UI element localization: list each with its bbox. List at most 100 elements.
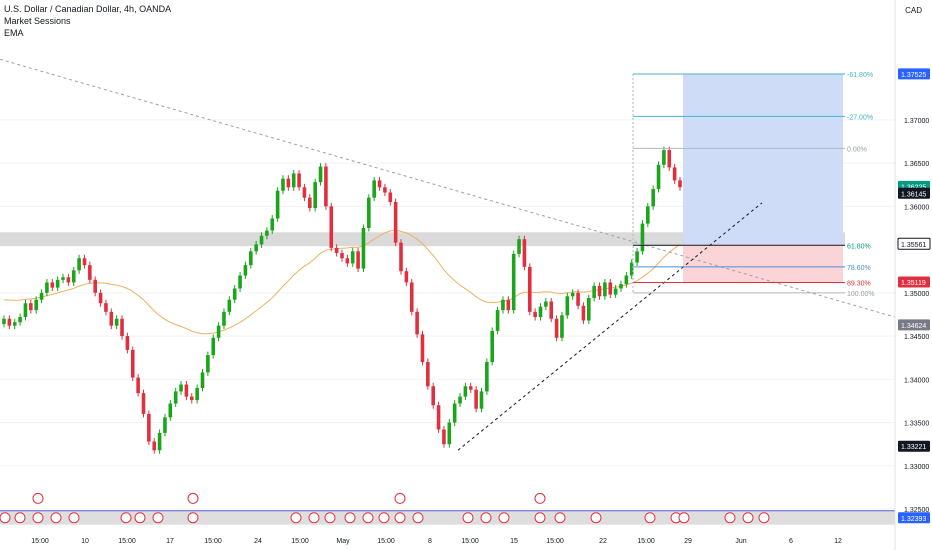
candle-body (120, 318, 124, 337)
time-tick-label: 15 (510, 538, 518, 545)
candle-body (184, 384, 189, 397)
candle-body (29, 303, 33, 311)
candle-body (672, 167, 677, 181)
event-marker-icon (534, 492, 546, 504)
candle-body (222, 311, 226, 326)
trendlines[interactable] (0, 58, 896, 451)
candle-body (646, 206, 650, 224)
candle-body (66, 277, 71, 283)
time-tick-label: 15:00 (31, 538, 49, 545)
candle-body (581, 305, 586, 321)
ema-path (3, 229, 681, 335)
price-tag-label: 1.33221 (901, 444, 926, 451)
candle-body (324, 166, 328, 207)
event-marker-icon (644, 512, 656, 524)
candle-body (549, 301, 554, 319)
candle-body (629, 262, 634, 276)
price-tag (898, 276, 930, 288)
candle-body (23, 303, 28, 318)
candle-body (511, 253, 516, 311)
candle-body (635, 251, 639, 263)
candle-body (501, 299, 505, 311)
indicator-market-sessions[interactable]: Market Sessions (4, 16, 71, 26)
event-marker-icon (134, 512, 146, 524)
indicator-ema[interactable]: EMA (4, 28, 24, 38)
time-tick-label: 24 (254, 538, 262, 545)
candle-body (141, 393, 146, 414)
candle-body (436, 405, 441, 430)
event-marker-icon (724, 512, 736, 524)
candle-body (98, 292, 103, 304)
candle-body (597, 285, 602, 297)
candle-body (243, 265, 248, 276)
candle-body (667, 150, 672, 168)
candle-body (367, 197, 371, 228)
candle-body (640, 223, 645, 252)
fib-label: 100.00% (847, 291, 875, 298)
candle-body (426, 362, 430, 387)
candle-body (286, 178, 291, 188)
price-tag (898, 319, 930, 331)
candle-body (345, 258, 350, 264)
zones (0, 74, 845, 283)
candle-body (297, 173, 301, 188)
candle-body (544, 301, 548, 307)
event-marker-icon (324, 512, 336, 524)
candle-body (275, 190, 280, 219)
candle-body (152, 441, 157, 451)
candle-body (490, 330, 495, 363)
time-axis[interactable]: 15:00 10 15:00 17 15:00 24 15:00 May 15:00 8 15:00… (31, 538, 842, 545)
fibonacci-levels[interactable]: -61.80% -27.00% 0.00% 61.80% 78.60% 89.30% 100… (632, 72, 875, 298)
candle-body (447, 422, 452, 445)
candle-body (7, 318, 12, 326)
price-tag-label: 1.35119 (901, 280, 926, 287)
chart-title[interactable]: U.S. Dollar / Canadian Dollar, 4h, OANDA (4, 4, 172, 14)
price-tag-label: 1.37525 (901, 72, 926, 79)
candle-body (586, 298, 591, 321)
candle-body (506, 299, 511, 311)
time-tick-label: 15:00 (377, 538, 395, 545)
event-marker-icon (50, 512, 62, 524)
event-marker-icon (0, 512, 11, 524)
candle-body (334, 247, 339, 254)
event-marker-icon (462, 512, 474, 524)
event-marker-icon (394, 492, 406, 504)
candle-body (259, 235, 264, 245)
time-tick-label: 6 (789, 538, 793, 545)
candle-body (662, 150, 666, 165)
candle-body (329, 206, 334, 248)
price-tag (898, 440, 930, 452)
candle-body (485, 362, 489, 392)
event-marker-icon (32, 492, 44, 504)
event-markers[interactable] (0, 492, 895, 525)
candle-body (431, 386, 436, 406)
event-marker-icon (394, 512, 406, 524)
candle-body (265, 230, 269, 236)
candle-body (302, 187, 307, 198)
candle-body (281, 178, 285, 191)
candle-body (50, 282, 55, 288)
event-marker-icon (14, 512, 26, 524)
event-marker-icon (290, 512, 302, 524)
candle-body (12, 322, 17, 326)
candle-body (55, 279, 60, 288)
candle-body (291, 173, 296, 188)
event-marker-icon (378, 512, 390, 524)
event-marker-icon (554, 512, 566, 524)
price-axis[interactable]: 1.37000 1.36500 1.36000 1.35000 1.34500 1.340… (894, 0, 929, 550)
candle-body (308, 197, 312, 209)
candle-body (189, 396, 194, 401)
candle-body (109, 311, 114, 326)
candle-body (313, 182, 317, 209)
candle-body (61, 277, 65, 280)
event-marker-icon (308, 512, 320, 524)
candle-body (463, 386, 468, 397)
candles (2, 146, 682, 454)
candle-body (71, 270, 76, 283)
time-tick-label: 15:00 (291, 538, 309, 545)
candle-body (560, 315, 564, 338)
price-tick-label: 1.34000 (904, 377, 929, 384)
candle-body (248, 251, 253, 266)
event-marker-icon (344, 512, 356, 524)
